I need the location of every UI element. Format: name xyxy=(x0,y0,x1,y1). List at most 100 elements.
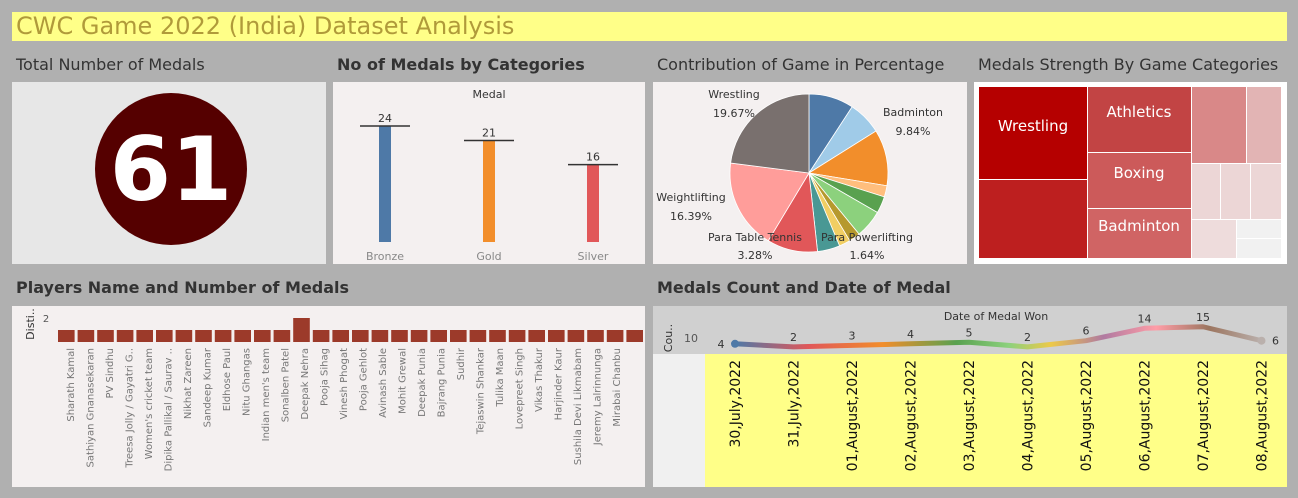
treemap-label-badminton: Badminton xyxy=(1098,217,1180,235)
player-name-label: Vikas Thakur xyxy=(534,347,545,412)
treemap-cell-wrestling xyxy=(979,87,1087,179)
pie-label-para-table-tennis-name: Para Table Tennis xyxy=(708,231,802,244)
treemap-panel: Wrestling Athletics Boxing Badminton xyxy=(974,82,1287,264)
treemap-label-wrestling: Wrestling xyxy=(998,117,1068,135)
category-bar-value: 16 xyxy=(586,151,600,164)
date-x-tick: 01,August,2022 xyxy=(845,360,861,471)
category-x-tick: Bronze xyxy=(366,250,404,263)
player-name-label: Sandeep Kumar xyxy=(203,347,214,427)
player-name-label: Jeremy Lalrinnunga xyxy=(593,348,604,446)
total-medals-svg: 61 xyxy=(95,93,247,245)
date-point xyxy=(1257,336,1266,345)
date-chart-title: Medals Count and Date of Medal xyxy=(657,278,951,297)
player-name-label: Treesa Jolly / Gayatri G.. xyxy=(125,348,136,469)
player-bar xyxy=(293,318,310,342)
pie-slices xyxy=(729,93,889,253)
player-bar xyxy=(273,330,291,342)
pie-slice-11 xyxy=(730,93,810,174)
total-medals-title: Total Number of Medals xyxy=(16,55,205,74)
player-bar xyxy=(371,330,389,342)
date-x-tick: 04,August,2022 xyxy=(1021,360,1037,471)
player-bar xyxy=(195,330,212,342)
pie-label-wrestling-name: Wrestling xyxy=(708,88,760,101)
date-point-label: 15 xyxy=(1196,311,1210,324)
player-name-label: Nitu Ghangas xyxy=(242,348,253,416)
category-x-tick: Gold xyxy=(476,250,501,263)
player-name-label: Bajrang Punia xyxy=(437,348,448,417)
player-bar xyxy=(626,330,643,342)
player-name-label: Indian men's team xyxy=(261,348,272,441)
treemap-title: Medals Strength By Game Categories xyxy=(978,55,1279,74)
treemap-svg: Wrestling Athletics Boxing Badminton xyxy=(979,87,1281,258)
category-bar-gold xyxy=(483,140,495,242)
date-point-label: 3 xyxy=(849,329,856,342)
player-bar xyxy=(214,330,232,342)
treemap-cell-9 xyxy=(1221,164,1250,219)
players-y-axis-label: Disti.. xyxy=(24,308,37,340)
total-medals-circle xyxy=(95,93,247,245)
date-chart-header: Date of Medal Won xyxy=(944,310,1048,323)
treemap-cell-athletics xyxy=(1088,87,1191,152)
date-line xyxy=(734,324,1263,350)
player-name-label: Pooja Sihag xyxy=(320,348,331,406)
player-name-label: Sharath Kamal xyxy=(66,348,77,422)
date-x-tick: 02,August,2022 xyxy=(904,360,920,471)
player-bar xyxy=(352,330,369,342)
category-chart-title: No of Medals by Categories xyxy=(337,55,585,74)
date-y-tick: 10 xyxy=(684,332,698,345)
dashboard-title-bar: CWC Game 2022 (India) Dataset Analysis xyxy=(12,12,1287,41)
player-bar xyxy=(528,330,545,342)
date-point-label: 6 xyxy=(1083,325,1090,338)
players-chart-svg: Disti.. 2 Sharath Kamal Sathiyan Gnanasek… xyxy=(24,308,643,471)
pie-label-para-powerlifting-name: Para Powerlifting xyxy=(821,231,913,244)
category-bar-bronze xyxy=(379,126,391,242)
treemap-cell-6 xyxy=(1192,87,1246,163)
treemap-cell-badminton xyxy=(1088,209,1191,258)
total-medals-value: 61 xyxy=(110,118,232,221)
player-name-label: Mohit Grewal xyxy=(398,348,409,414)
date-point-label: 5 xyxy=(966,326,973,339)
player-bar xyxy=(254,330,271,342)
treemap-cell-boxing xyxy=(1088,153,1191,208)
pie-label-badminton-name: Badminton xyxy=(883,106,943,119)
date-point-label: 4 xyxy=(907,328,914,341)
date-x-tick: 06,August,2022 xyxy=(1138,360,1154,471)
pie-label-badminton-pct: 9.84% xyxy=(896,125,931,138)
pie-chart-title: Contribution of Game in Percentage xyxy=(657,55,945,74)
players-chart-title: Players Name and Number of Medals xyxy=(16,278,350,297)
player-name-label: Women's cricket team xyxy=(144,348,155,459)
player-bar xyxy=(97,330,114,342)
player-name-label: Sushila Devi Likmabam xyxy=(573,348,584,465)
players-chart-panel: Disti.. 2 Sharath Kamal Sathiyan Gnanasek… xyxy=(12,306,645,487)
pie-label-para-powerlifting-pct: 1.64% xyxy=(850,249,885,262)
treemap-cell-13 xyxy=(1237,239,1281,258)
player-name-label: Avinash Sable xyxy=(378,348,389,418)
category-chart-panel: Medal 24 Bronze 21 Gold 16 Silver xyxy=(333,82,645,264)
player-bar xyxy=(156,330,173,342)
category-chart-header: Medal xyxy=(472,88,505,101)
player-name-label: PV Sindhu xyxy=(105,348,116,399)
player-bar xyxy=(469,330,487,342)
player-name-label: Tulika Maan xyxy=(495,348,506,408)
total-medals-panel: 61 xyxy=(12,82,326,264)
treemap-cell-7 xyxy=(1247,87,1281,163)
player-bar xyxy=(606,330,624,342)
player-bar xyxy=(77,330,95,342)
player-name-label: Tejaswin Shankar xyxy=(476,347,487,435)
player-bar xyxy=(136,330,153,342)
pie-label-weightlifting-pct: 16.39% xyxy=(670,210,712,223)
player-bar xyxy=(391,330,408,342)
player-name-label: Deepak Nehra xyxy=(300,348,311,420)
player-bar xyxy=(312,330,330,342)
player-bar xyxy=(587,330,604,342)
player-name-label: Deepak Punia xyxy=(417,348,428,417)
player-bar xyxy=(116,330,134,342)
treemap-cell-11 xyxy=(1192,220,1236,258)
player-bar xyxy=(548,330,565,342)
player-bar xyxy=(508,330,526,342)
date-chart-panel: Date of Medal Won Cou.. 10 4 2 3 4 5 2 6 14 15 6 3… xyxy=(653,306,1287,487)
player-name-label: Vinesh Phogat xyxy=(339,348,350,420)
player-bar xyxy=(332,330,349,342)
player-bar xyxy=(430,330,447,342)
player-bar xyxy=(450,330,467,342)
